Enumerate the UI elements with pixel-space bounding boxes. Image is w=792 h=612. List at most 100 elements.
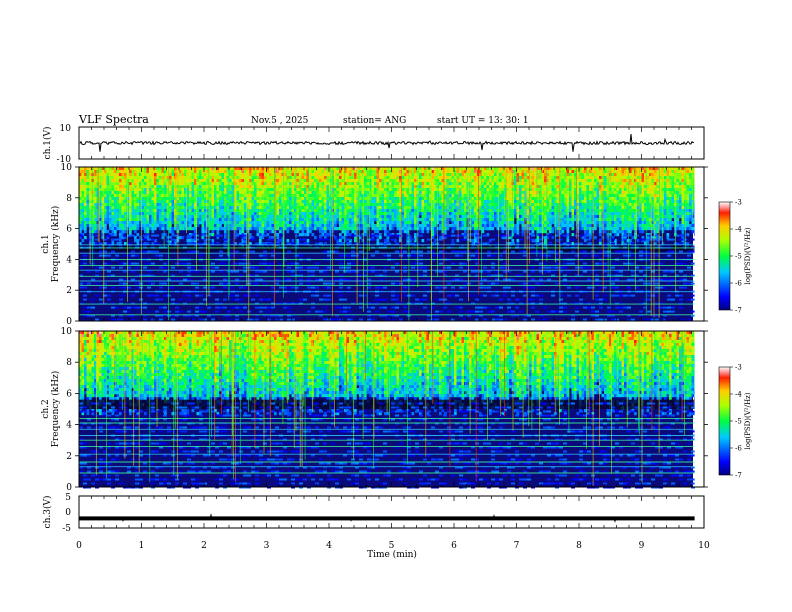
spectral-cell bbox=[229, 200, 232, 204]
spectral-cell bbox=[104, 224, 107, 228]
spectral-cell bbox=[241, 197, 245, 201]
spectral-cell bbox=[479, 221, 482, 225]
spectral-cell bbox=[126, 218, 130, 222]
spectral-cell bbox=[379, 233, 382, 237]
spectral-cell bbox=[321, 176, 325, 180]
spectral-cell bbox=[184, 170, 187, 174]
spectral-cell bbox=[576, 227, 580, 231]
spectral-cell bbox=[191, 215, 195, 219]
spectral-cell bbox=[426, 215, 430, 219]
spectral-cell bbox=[316, 212, 320, 216]
spectral-cell bbox=[184, 176, 187, 180]
spectral-cell bbox=[351, 212, 355, 216]
spectral-cell bbox=[261, 218, 265, 222]
spectral-cell bbox=[496, 194, 500, 198]
spectral-cell bbox=[531, 173, 535, 177]
spectral-cell bbox=[399, 227, 402, 231]
spectral-cell bbox=[296, 239, 300, 243]
spectral-cell bbox=[321, 200, 325, 204]
spectral-cell bbox=[601, 206, 605, 210]
spectral-cell bbox=[409, 194, 412, 198]
spectral-cell bbox=[396, 197, 400, 201]
spectral-cell bbox=[341, 227, 345, 231]
spectral-cell bbox=[361, 191, 365, 195]
spectral-cell bbox=[479, 212, 482, 216]
spectral-cell bbox=[419, 224, 422, 228]
spectral-cell bbox=[464, 218, 467, 222]
spectral-cell bbox=[166, 206, 170, 210]
spectral-cell bbox=[506, 200, 510, 204]
spectral-cell bbox=[199, 194, 202, 198]
spectral-cell bbox=[189, 203, 192, 207]
spectral-cell bbox=[229, 170, 232, 174]
spectral-cell bbox=[104, 206, 107, 210]
spectral-cell bbox=[216, 236, 220, 240]
spectral-cell bbox=[361, 194, 365, 198]
spectral-cell bbox=[194, 215, 197, 219]
spectral-cell bbox=[179, 176, 182, 180]
spectral-cell bbox=[394, 194, 397, 198]
spectral-cell bbox=[326, 200, 330, 204]
spectral-cell bbox=[101, 221, 105, 225]
spectral-cell bbox=[129, 182, 132, 186]
spectral-cell bbox=[214, 224, 217, 228]
spectral-cell bbox=[364, 203, 367, 207]
spectral-cell bbox=[589, 236, 592, 240]
spectral-cell bbox=[86, 203, 90, 207]
spectral-cell bbox=[616, 185, 620, 189]
spectral-cell bbox=[204, 197, 207, 201]
spectral-cell bbox=[94, 173, 97, 177]
spectral-cell bbox=[604, 200, 607, 204]
spectral-cell bbox=[444, 167, 447, 171]
spectral-cell bbox=[231, 167, 235, 171]
spectral-cell bbox=[409, 236, 412, 240]
spectral-cell bbox=[319, 170, 322, 174]
spectral-cell bbox=[509, 203, 512, 207]
spectral-cell bbox=[356, 227, 360, 231]
spectral-cell bbox=[256, 191, 260, 195]
spectral-cell bbox=[294, 227, 297, 231]
spectral-cell bbox=[211, 191, 215, 195]
spectral-cell bbox=[156, 170, 160, 174]
spectral-cell bbox=[236, 218, 240, 222]
spectral-cell bbox=[161, 197, 165, 201]
spectral-cell bbox=[299, 185, 302, 189]
spectral-cell bbox=[341, 191, 345, 195]
spectral-cell bbox=[579, 221, 582, 225]
spectral-cell bbox=[516, 182, 520, 186]
spectral-cell bbox=[434, 215, 437, 219]
spectral-cell bbox=[171, 230, 175, 234]
spectral-cell bbox=[424, 176, 427, 180]
spectral-cell bbox=[496, 191, 500, 195]
spectral-cell bbox=[239, 212, 242, 216]
spectral-cell bbox=[559, 221, 562, 225]
spectral-cell bbox=[346, 221, 350, 225]
spectral-cell bbox=[309, 191, 312, 195]
spectral-cell bbox=[544, 215, 547, 219]
spectral-cell bbox=[216, 221, 220, 225]
spectral-cell bbox=[151, 218, 155, 222]
spectral-cell bbox=[179, 191, 182, 195]
spectral-cell bbox=[264, 203, 267, 207]
spectral-cell bbox=[114, 215, 117, 219]
spectral-cell bbox=[411, 176, 415, 180]
spectral-cell bbox=[79, 182, 82, 186]
spectral-cell bbox=[354, 206, 357, 210]
spectral-cell bbox=[409, 209, 412, 213]
spectral-cell bbox=[294, 212, 297, 216]
spectral-cell bbox=[526, 167, 530, 171]
spectral-cell bbox=[164, 218, 167, 222]
spectral-cell bbox=[231, 212, 235, 216]
spectral-cell bbox=[186, 194, 190, 198]
spectral-cell bbox=[514, 167, 517, 171]
spectral-cell bbox=[611, 218, 615, 222]
spectral-cell bbox=[111, 170, 115, 174]
spectral-cell bbox=[506, 218, 510, 222]
spectral-cell bbox=[571, 200, 575, 204]
spectral-cell bbox=[171, 167, 175, 171]
spectral-cell bbox=[261, 227, 265, 231]
spectral-cell bbox=[109, 179, 112, 183]
spectral-cell bbox=[306, 194, 310, 198]
spectral-cell bbox=[429, 224, 432, 228]
spectral-cell bbox=[494, 176, 497, 180]
